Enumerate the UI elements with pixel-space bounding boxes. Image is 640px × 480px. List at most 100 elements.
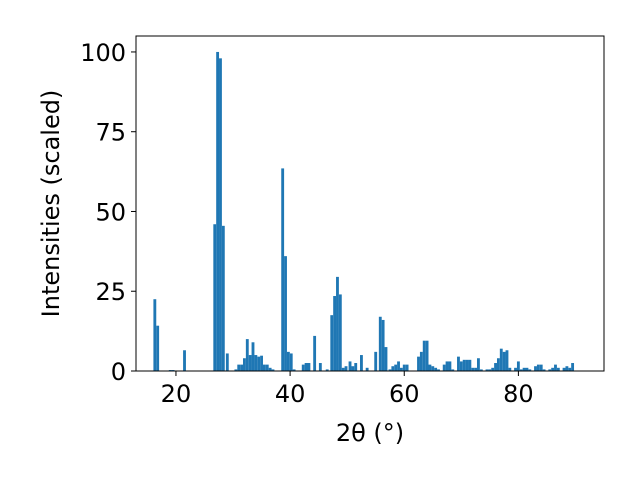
bar-94: [536, 364, 540, 371]
bar-84: [502, 351, 506, 371]
bar-79: [488, 369, 492, 371]
bar-46: [374, 351, 378, 371]
bar-97: [548, 369, 552, 371]
bar-99: [554, 364, 557, 371]
bar-19: [260, 355, 263, 371]
x-tick-label-1: 40: [275, 380, 306, 408]
bar-44: [360, 355, 363, 371]
bar-91: [525, 367, 529, 371]
x-tick-label-2: 60: [389, 380, 420, 408]
y-axis-ticks: 0 25 50 75 100: [80, 39, 136, 386]
bar-87: [514, 367, 517, 371]
bar-52: [394, 364, 398, 371]
bar-57: [417, 356, 420, 371]
bar-61: [428, 364, 432, 371]
bar-4: [183, 350, 186, 371]
bar-29: [301, 364, 305, 371]
bar-63: [434, 367, 438, 371]
bar-12: [240, 364, 244, 371]
bar-81: [494, 363, 497, 371]
bar-80: [491, 367, 495, 371]
bar-69: [457, 356, 460, 371]
bar-96: [542, 369, 546, 371]
bar-102: [565, 366, 569, 371]
bar-103: [568, 367, 572, 371]
bar-10: [234, 369, 238, 371]
bar-35: [330, 315, 334, 371]
bar-93: [534, 366, 537, 371]
bar-5: [213, 224, 217, 371]
bar-48: [381, 319, 385, 371]
bar-8: [221, 225, 225, 371]
bar-83: [499, 348, 503, 371]
bar-42: [351, 366, 355, 371]
bar-25: [284, 256, 287, 371]
bar-15: [248, 355, 252, 371]
bar-21: [265, 364, 269, 371]
y-axis-label: Intensities (scaled): [37, 90, 65, 318]
bar-77: [479, 369, 483, 371]
bar-78: [485, 369, 489, 371]
bar-18: [257, 356, 261, 371]
bar-68: [451, 369, 455, 371]
bar-50: [388, 369, 392, 371]
bar-58: [419, 351, 423, 371]
bar-40: [344, 366, 348, 371]
bar-60: [425, 340, 429, 371]
bar-59: [422, 340, 426, 371]
bar-86: [508, 367, 512, 371]
bar-33: [318, 363, 322, 371]
bar-64: [437, 369, 440, 371]
y-tick-label-1: 25: [95, 278, 126, 306]
bar-53: [397, 361, 400, 371]
y-tick-label-2: 50: [95, 198, 126, 226]
bar-26: [286, 351, 290, 371]
bar-39: [341, 367, 345, 371]
bar-34: [325, 369, 329, 371]
bar-27: [289, 353, 293, 371]
bar-75: [474, 367, 478, 371]
plot-frame: [135, 35, 605, 372]
bar-38: [338, 294, 342, 371]
bar-74: [471, 367, 475, 371]
bar-100: [556, 367, 560, 371]
bar-20: [262, 364, 266, 371]
bar-71: [462, 359, 466, 371]
bar-0: [153, 299, 157, 371]
bar-16: [251, 342, 255, 371]
bar-54: [399, 367, 403, 371]
bar-41: [348, 361, 352, 371]
bar-101: [562, 367, 566, 371]
bar-76: [477, 358, 480, 371]
bar-56: [405, 364, 409, 371]
bar-7: [219, 58, 222, 371]
bar-45: [365, 367, 369, 371]
bar-90: [522, 367, 526, 371]
bar-98: [551, 367, 555, 371]
bar-30: [304, 363, 308, 371]
bar-28: [292, 369, 296, 371]
bar-95: [539, 364, 543, 371]
bar-88: [516, 361, 520, 371]
bar-82: [496, 358, 500, 371]
y-tick-label-4: 100: [80, 39, 126, 67]
bar-17: [254, 355, 258, 371]
bar-89: [519, 369, 523, 371]
bar-11: [237, 364, 241, 371]
bar-104: [571, 363, 575, 371]
bar-31: [307, 363, 311, 371]
bar-37: [336, 276, 339, 371]
bar-14: [245, 339, 249, 371]
x-tick-label-3: 80: [503, 380, 534, 408]
bar-9: [225, 353, 229, 371]
bar-1: [156, 325, 160, 371]
bar-51: [391, 366, 395, 371]
bar-36: [333, 296, 337, 371]
y-tick-label-3: 75: [95, 119, 126, 147]
bar-47: [378, 316, 382, 371]
bar-85: [505, 350, 509, 371]
bar-23: [271, 369, 275, 371]
bar-92: [528, 369, 532, 371]
